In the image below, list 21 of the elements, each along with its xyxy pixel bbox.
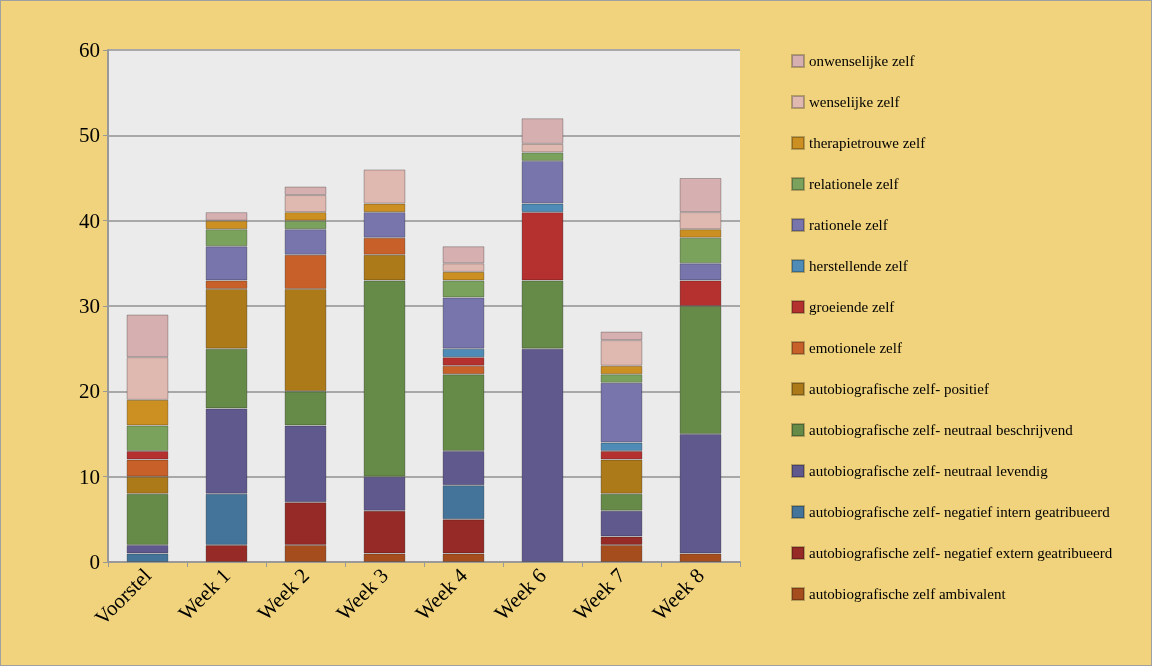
legend-label: onwenselijke zelf xyxy=(809,53,915,69)
legend-label: herstellende zelf xyxy=(809,258,908,274)
y-tick-label: 20 xyxy=(79,379,100,404)
y-tick-label: 0 xyxy=(89,550,100,574)
legend-label: autobiografische zelf- negatief intern geatribueerd xyxy=(809,504,1111,520)
y-tick-label: 50 xyxy=(79,123,100,148)
legend-label: relationele zelf xyxy=(809,176,899,192)
legend-label: autobiografische zelf- neutraal beschrijvend xyxy=(809,422,1074,438)
y-tick-label: 40 xyxy=(79,208,100,233)
legend-label: groeiende zelf xyxy=(809,299,895,315)
legend-label: autobiografische zelf- positief xyxy=(809,381,989,397)
legend-label: autobiografische zelf- neutraal levendig xyxy=(809,463,1049,479)
y-tick-label: 10 xyxy=(79,464,100,489)
y-tick-label: 30 xyxy=(79,294,100,318)
y-tick-label: 60 xyxy=(79,38,100,62)
legend-label: therapietrouwe zelf xyxy=(809,135,926,151)
legend-label: autobiografische zelf- negatief extern geatribueerd xyxy=(809,545,1113,561)
legend-label: emotionele zelf xyxy=(809,340,902,356)
legend-label: wenselijke zelf xyxy=(809,94,900,110)
legend-label: autobiografische zelf ambivalent xyxy=(809,586,1007,602)
legend-label: rationele zelf xyxy=(809,217,888,233)
